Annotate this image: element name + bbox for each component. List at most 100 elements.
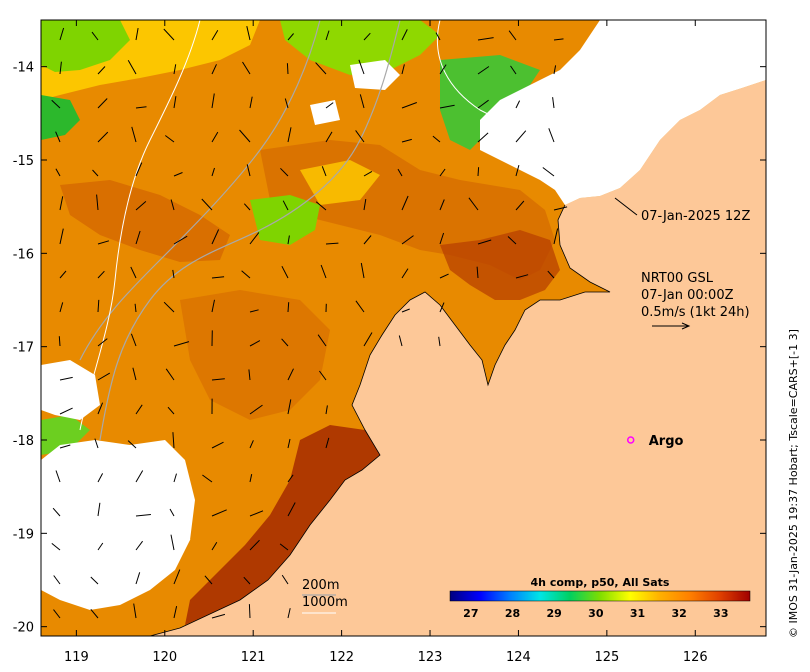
current-arrow: [325, 405, 328, 415]
current-arrow: [90, 608, 99, 619]
green-patch-sw: [41, 415, 90, 455]
current-arrow: [432, 135, 441, 143]
current-arrow: [172, 269, 175, 279]
current-arrow: [355, 300, 365, 313]
warm-patch-gulf: [440, 230, 560, 300]
colorbar-tick-label: 32: [672, 607, 687, 620]
current-arrow: [135, 201, 147, 211]
current-arrow: [249, 404, 263, 415]
current-arrow: [211, 541, 218, 551]
contour-1000m-line-3: [119, 469, 191, 541]
coastline: [149, 204, 611, 636]
current-arrow: [173, 473, 177, 483]
current-arrow: [134, 303, 137, 313]
current-arrow: [170, 534, 175, 551]
current-arrow: [202, 474, 213, 483]
current-arrow: [96, 194, 99, 211]
current-arrow: [211, 613, 226, 619]
y-tick-label: -17: [13, 341, 34, 356]
current-arrow: [173, 172, 183, 177]
current-legend: NRT00 GSL 07-Jan 00:00Z 0.5m/s (1kt 24h): [641, 271, 750, 330]
current-arrow: [287, 474, 294, 483]
current-arrow: [287, 302, 290, 313]
current-arrow: [325, 30, 330, 41]
y-tick-label: -14: [13, 61, 34, 76]
current-arrow: [510, 65, 517, 75]
current-arrow: [515, 100, 521, 109]
y-tick-label: -19: [13, 527, 34, 542]
green-patch-n: [280, 20, 440, 75]
current-arrow: [363, 199, 367, 211]
current-arrow: [59, 27, 65, 41]
current-arrow: [439, 199, 445, 211]
current-arrow: [515, 130, 527, 143]
cloud-west: [41, 360, 100, 420]
current-arrow: [325, 102, 334, 109]
current-arrow: [401, 102, 417, 109]
current-arrow: [246, 164, 251, 177]
argo-marker: [626, 436, 635, 444]
colorbar-ticks: 27 28 29 30 31 32 33: [463, 607, 728, 620]
current-arrow: [173, 569, 181, 585]
current-arrow: [280, 167, 289, 177]
current-arrow: [439, 168, 446, 177]
current-arrow: [211, 509, 227, 517]
green-patch-ne: [440, 55, 540, 150]
current-arrow: [167, 406, 175, 415]
current-arrow: [401, 29, 408, 41]
current-arrow: [53, 609, 61, 619]
current-arrow: [553, 228, 559, 245]
current-arrow: [135, 106, 147, 109]
current-arrow: [173, 96, 177, 109]
current-arrow: [135, 514, 151, 517]
current-arrow: [287, 438, 291, 449]
current-arrow: [135, 572, 141, 585]
current-arrow: [287, 235, 290, 245]
cloud-southwest: [41, 440, 195, 610]
cloud-north-small2: [310, 100, 340, 125]
colorbar-bar: [449, 590, 751, 602]
current-arrow: [211, 378, 225, 381]
current-arrow: [439, 302, 445, 313]
current-arrow: [401, 235, 414, 245]
current-arrow: [363, 235, 372, 245]
current-arrow: [553, 38, 564, 41]
current-arrow: [358, 59, 365, 75]
current-arrow: [363, 170, 373, 177]
current-arrow: [287, 127, 292, 143]
current-arrow: [439, 273, 449, 279]
current-arrow: [547, 270, 555, 279]
current-arrow: [318, 370, 327, 381]
current-arrow: [398, 335, 403, 347]
current-arrow: [239, 129, 251, 143]
current-arrow: [476, 266, 479, 279]
green-patch-nw2: [41, 95, 80, 140]
current-arrow: [173, 341, 190, 347]
current-arrow: [359, 94, 365, 109]
argo-float: Argo: [626, 434, 684, 449]
current-scale-label: 0.5m/s (1kt 24h): [641, 305, 750, 320]
current-arrow: [172, 432, 175, 449]
current-arrow: [477, 132, 489, 143]
y-tick-label: -16: [13, 247, 34, 262]
current-arrow: [97, 66, 106, 75]
current-arrow: [477, 167, 480, 177]
current-arrow: [92, 169, 99, 177]
colorbar-tick-label: 33: [713, 607, 728, 620]
current-arrow: [241, 270, 251, 279]
colorbar-title: 4h comp, p50, All Sats: [531, 576, 670, 589]
current-arrow: [211, 229, 220, 245]
current-arrow: [287, 502, 296, 517]
colorbar-tick-label: 31: [630, 607, 645, 620]
current-arrow: [127, 440, 137, 449]
x-tick-label: 124: [506, 650, 531, 665]
current-arrow: [94, 438, 99, 449]
current-arrow: [204, 575, 213, 585]
current-arrow: [515, 274, 529, 279]
current-arrow: [315, 201, 327, 211]
y-tick-label: -20: [13, 621, 34, 636]
current-arrow: [438, 336, 441, 347]
y-tick-label: -15: [13, 154, 34, 169]
current-arrow: [468, 197, 479, 211]
